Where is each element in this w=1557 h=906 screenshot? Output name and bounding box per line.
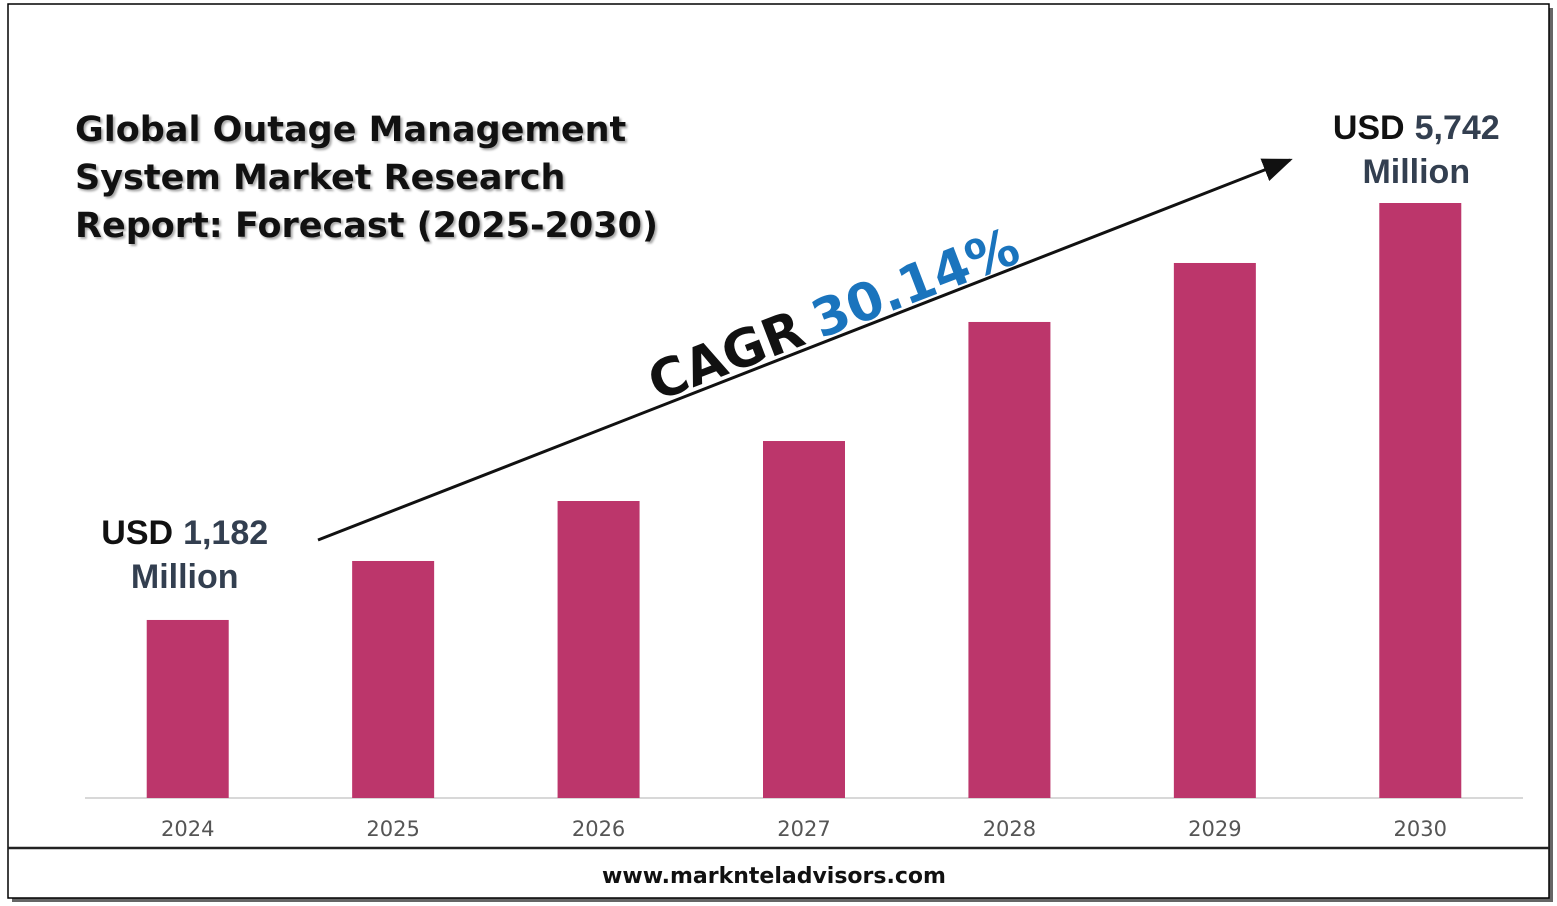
bar xyxy=(1379,203,1462,798)
x-tick-label: 2026 xyxy=(572,817,625,841)
bar xyxy=(146,619,229,798)
x-tick-label: 2025 xyxy=(366,817,419,841)
value: 5,742 xyxy=(1415,109,1500,147)
source: www.marknteladvisors.com xyxy=(602,864,946,889)
bar xyxy=(557,501,640,798)
x-tick-label: 2028 xyxy=(983,817,1036,841)
x-tick-label: 2029 xyxy=(1188,817,1241,841)
value: 1,182 xyxy=(183,514,268,552)
trend-arrow xyxy=(317,158,1293,542)
value-label: USD 5,742 xyxy=(1333,109,1500,147)
value-label: USD 1,182 xyxy=(101,514,268,552)
currency: USD xyxy=(1333,109,1405,147)
bar xyxy=(763,441,845,798)
unit: Million xyxy=(1362,153,1470,191)
chart-title: Global Outage Management System Market R… xyxy=(75,110,658,246)
bar xyxy=(1173,262,1256,798)
currency: USD xyxy=(101,514,173,552)
x-tick-label: 2027 xyxy=(777,817,830,841)
x-tick-label: 2030 xyxy=(1394,817,1447,841)
x-tick-label: 2024 xyxy=(161,817,214,841)
bar xyxy=(968,321,1051,798)
unit: Million xyxy=(131,558,239,596)
bar xyxy=(352,560,435,798)
